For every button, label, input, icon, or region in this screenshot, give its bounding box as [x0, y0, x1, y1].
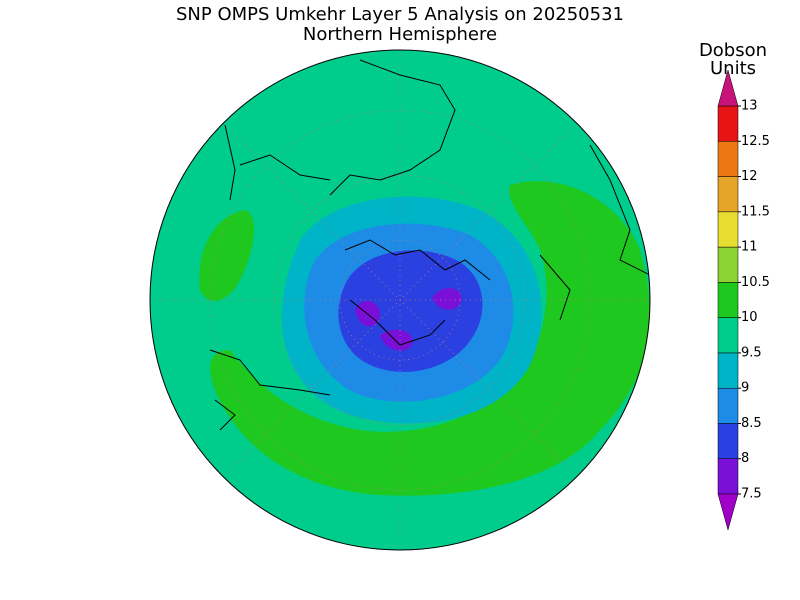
colorbar-segment — [717, 282, 739, 318]
colorbar-under — [717, 493, 739, 531]
map-title: SNP OMPS Umkehr Layer 5 Analysis on 2025… — [176, 4, 624, 25]
colorbar-label: Units — [710, 58, 756, 79]
colorbar-tick-label: 13 — [741, 99, 758, 114]
colorbar-over — [717, 69, 739, 107]
colorbar: 7.5 8 8.5 9 9.5 10 10.5 11 11.5 12 12.5 13 — [717, 69, 770, 531]
coastline — [209, 59, 650, 431]
colorbar-tick-label: 10 — [741, 310, 758, 325]
colorbar-segment — [717, 105, 739, 142]
colorbar-tick-label: 8 — [741, 451, 749, 466]
colorbar-tick-label: 11 — [741, 240, 758, 255]
polar-map — [150, 50, 650, 550]
field-7-5 — [432, 288, 462, 310]
longitude-lines — [150, 50, 650, 550]
field-8 — [338, 250, 483, 372]
colorbar-segment — [717, 387, 739, 424]
colorbar-segment — [717, 458, 739, 495]
colorbar-tick-label: 8.5 — [741, 416, 762, 431]
field-10 — [199, 210, 255, 301]
colorbar-tick-label: 10.5 — [741, 275, 770, 290]
map-subtitle: Northern Hemisphere — [303, 24, 497, 45]
colorbar-label: Dobson — [699, 40, 767, 61]
colorbar-segment — [717, 211, 739, 248]
colorbar-tick-label: 9.5 — [741, 345, 762, 360]
field-10 — [210, 181, 650, 496]
colorbar-tick-label: 7.5 — [741, 487, 762, 502]
colorbar-segment — [717, 246, 739, 283]
colorbar-segment — [717, 317, 739, 354]
colorbar-segment — [717, 423, 739, 459]
colorbar-segment — [717, 176, 739, 213]
colorbar-tick-label: 12.5 — [741, 134, 770, 149]
colorbar-segment — [717, 141, 739, 177]
colorbar-segment — [717, 352, 739, 389]
map-border — [149, 49, 651, 551]
colorbar-tick-label: 12 — [741, 169, 758, 184]
field-7-5 — [380, 329, 413, 351]
colorbar-tick-label: 9 — [741, 381, 749, 396]
colorbar-tick-label: 11.5 — [741, 204, 770, 219]
